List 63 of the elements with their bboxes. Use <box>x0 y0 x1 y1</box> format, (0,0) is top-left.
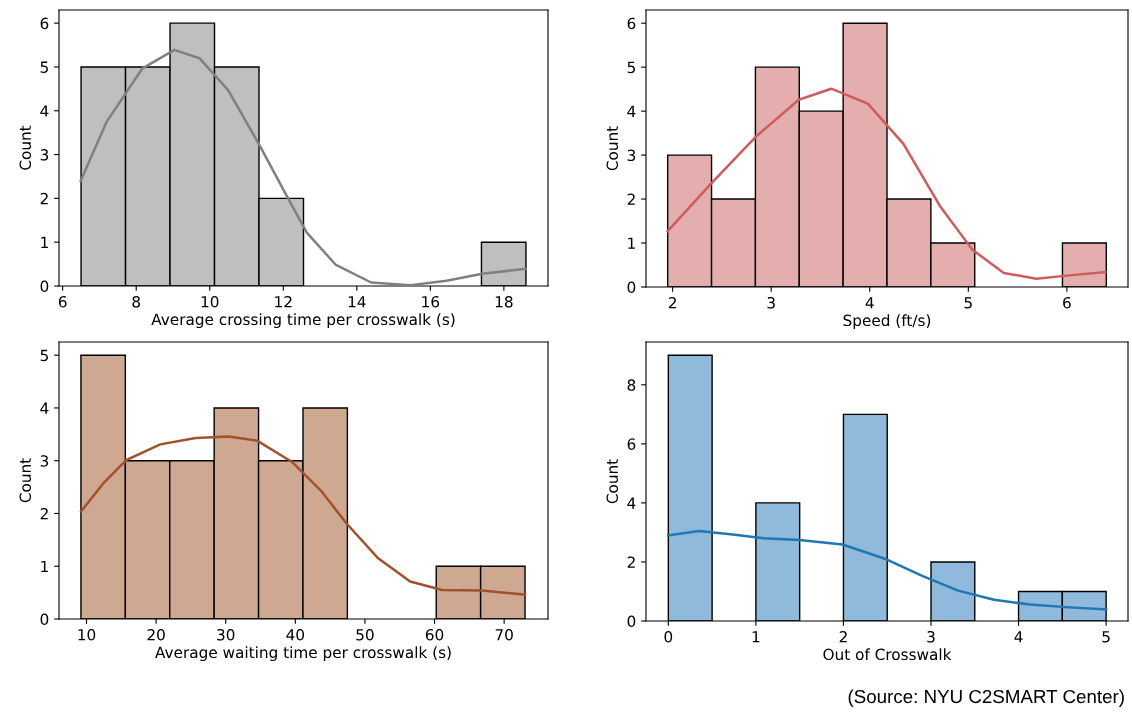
x-tick-label: 6 <box>58 295 67 308</box>
y-tick-label: 3 <box>40 149 49 161</box>
x-tick-label: 10 <box>201 295 219 308</box>
x-tick-label: 1 <box>752 631 760 643</box>
x-tick-label: 3 <box>767 296 775 309</box>
y-tick-label: 0 <box>40 613 49 626</box>
y-tick-label: 5 <box>40 61 48 73</box>
y-tick-label: 0 <box>40 280 49 293</box>
y-tick-label: 0 <box>627 281 636 294</box>
y-tick-label: 3 <box>627 149 636 162</box>
x-tick-label: 16 <box>422 295 440 308</box>
y-tick-label: 4 <box>40 402 49 414</box>
x-tick-label: 20 <box>147 628 165 641</box>
x-tick-label: 30 <box>217 628 235 641</box>
y-tick-label: 1 <box>41 560 48 573</box>
text: (Source: NYU C2SMART Center) <box>848 689 1124 707</box>
x-axis-title: Average crossing time per crosswalk (s) <box>151 313 455 329</box>
x-tick-label: 10 <box>78 628 96 641</box>
x-tick-label: 5 <box>1102 631 1110 643</box>
line-series <box>667 529 1108 611</box>
x-tick-label: 18 <box>495 295 513 308</box>
x-tick-label: 2 <box>668 296 676 309</box>
x-tick-label: 50 <box>356 628 374 641</box>
x-tick-label: 3 <box>927 630 935 643</box>
y-tick-label: 2 <box>40 507 48 520</box>
y-tick-label: 5 <box>40 349 48 362</box>
y-tick-label: 3 <box>40 455 49 467</box>
y-tick-label: 4 <box>40 105 49 117</box>
y-tick-label: 6 <box>627 438 636 450</box>
x-axis-title: Average waiting time per crosswalk (s) <box>155 646 451 662</box>
x-tick-label: 70 <box>495 628 513 641</box>
x-tick-label: 4 <box>1014 631 1023 643</box>
x-tick-label: 0 <box>664 630 673 643</box>
line-series <box>79 435 527 596</box>
y-tick-label: 1 <box>628 237 635 249</box>
line-series <box>666 87 1107 280</box>
y-axis-title: Count <box>606 459 619 504</box>
y-tick-label: 6 <box>627 17 636 30</box>
x-tick-label: 2 <box>839 630 847 643</box>
x-axis-title: Out of Crosswalk <box>823 648 952 661</box>
x-axis-title: Speed (ft/s) <box>843 314 931 330</box>
x-tick-label: 60 <box>425 628 444 641</box>
x-tick-label: 12 <box>275 295 292 308</box>
x-tick-label: 4 <box>865 297 874 309</box>
y-tick-label: 8 <box>627 379 636 391</box>
line-series <box>79 48 527 286</box>
x-tick-label: 8 <box>132 295 141 308</box>
x-tick-label: 5 <box>964 297 972 309</box>
y-tick-label: 1 <box>41 236 48 248</box>
y-tick-label: 6 <box>40 17 49 30</box>
y-tick-label: 2 <box>627 193 635 205</box>
x-tick-label: 40 <box>286 628 305 641</box>
y-tick-label: 2 <box>627 556 635 568</box>
y-tick-label: 0 <box>627 615 636 628</box>
y-tick-label: 5 <box>627 61 635 74</box>
y-axis-title: Count <box>19 125 32 170</box>
y-axis-title: Count <box>606 126 619 171</box>
x-tick-label: 14 <box>348 296 366 308</box>
y-tick-label: 4 <box>627 105 636 117</box>
x-tick-label: 6 <box>1063 296 1071 309</box>
y-tick-label: 4 <box>627 497 636 509</box>
y-axis-title: Count <box>19 458 32 503</box>
y-tick-label: 2 <box>40 192 48 205</box>
